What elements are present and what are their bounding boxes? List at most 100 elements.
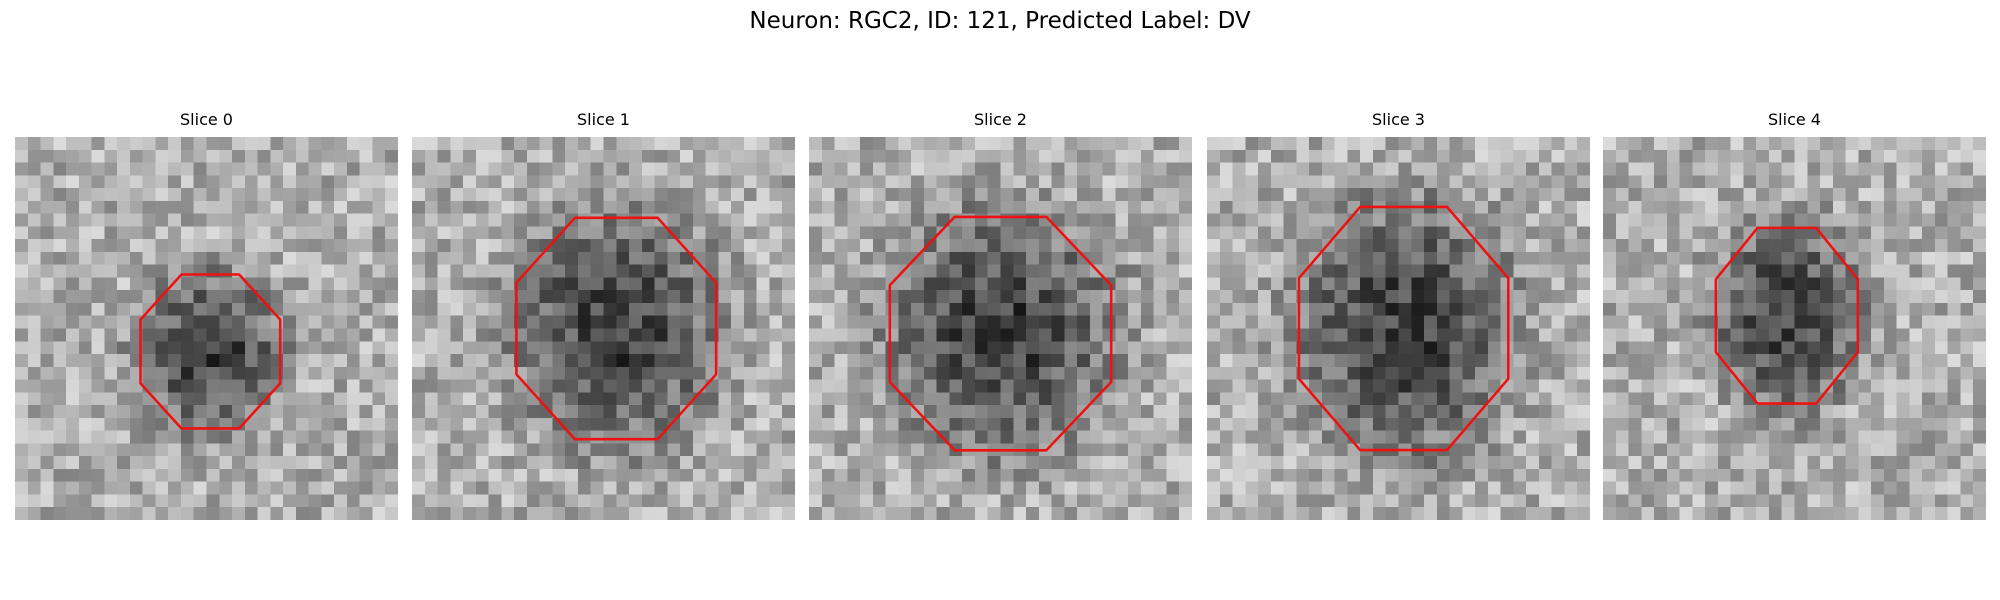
contour (1714, 226, 1860, 405)
pixel (1153, 175, 1167, 189)
pixel (1603, 392, 1616, 406)
pixel (66, 264, 79, 278)
pixel (104, 507, 118, 520)
pixel (412, 290, 425, 303)
pixel (193, 443, 207, 457)
pixel (1207, 251, 1220, 265)
pixel (565, 443, 578, 457)
pixel (53, 328, 67, 342)
pixel (475, 366, 489, 380)
pixel (667, 443, 681, 457)
pixel (308, 175, 322, 189)
pixel (91, 302, 105, 316)
pixel (1500, 226, 1514, 240)
pixel (949, 494, 963, 508)
pixel (1347, 354, 1361, 367)
pixel (590, 328, 604, 342)
pixel (66, 277, 79, 291)
pixel (526, 302, 540, 316)
pixel (1038, 290, 1052, 303)
pixel (501, 405, 515, 418)
pixel (1245, 481, 1259, 495)
pixel (1207, 162, 1220, 176)
pixel (295, 328, 309, 342)
pixel (1654, 302, 1667, 316)
pixel (1615, 251, 1629, 265)
pixel (1538, 366, 1552, 380)
pixel (1347, 468, 1361, 482)
pixel (180, 456, 194, 469)
pixel (244, 328, 258, 342)
pixel (1334, 468, 1348, 482)
pixel (1436, 328, 1450, 342)
pixel (1038, 430, 1052, 444)
pixel (1500, 213, 1514, 227)
pixel (15, 290, 28, 303)
pixel (437, 226, 451, 240)
pixel (129, 251, 143, 265)
pixel (603, 494, 617, 508)
pixel (962, 251, 975, 265)
pixel (1398, 328, 1412, 342)
pixel (372, 354, 386, 367)
pixel (1115, 481, 1129, 495)
pixel (949, 149, 963, 163)
pixel (1781, 443, 1795, 457)
pixel (1603, 251, 1616, 265)
pixel (1077, 239, 1090, 252)
pixel (911, 507, 924, 520)
pixel (680, 137, 693, 150)
pixel (463, 149, 476, 163)
pixel (1475, 494, 1488, 508)
pixel (372, 277, 386, 291)
pixel (782, 226, 795, 240)
pixel (334, 239, 347, 252)
pixel (590, 277, 604, 291)
pixel (257, 443, 271, 457)
pixel (1564, 302, 1578, 316)
pixel (1820, 354, 1833, 367)
pixel (257, 200, 271, 214)
pixel (821, 481, 835, 495)
pixel (27, 405, 41, 418)
pixel (1102, 149, 1116, 163)
pixel (1538, 443, 1552, 457)
pixel (1628, 277, 1642, 291)
pixel (1692, 251, 1706, 265)
pixel (359, 290, 373, 303)
pixel (1717, 481, 1731, 495)
pixel (847, 366, 861, 380)
pixel (1603, 443, 1616, 457)
pixel (743, 213, 757, 227)
pixel (488, 188, 502, 201)
pixel (1347, 328, 1361, 342)
pixel (974, 405, 988, 418)
pixel (180, 175, 194, 189)
pixel (743, 290, 757, 303)
pixel (1641, 251, 1655, 265)
pixel (424, 290, 438, 303)
pixel (1102, 354, 1116, 367)
pixel (860, 251, 873, 265)
pixel (295, 264, 309, 278)
pixel (1960, 213, 1974, 227)
pixel (1768, 341, 1782, 355)
pixel (1730, 405, 1744, 418)
pixel (1577, 392, 1590, 406)
pixel (1296, 175, 1310, 189)
pixel (1526, 468, 1539, 482)
pixel (66, 200, 79, 214)
pixel (834, 302, 848, 316)
pixel (180, 379, 194, 393)
pixel (1115, 200, 1129, 214)
pixel (295, 137, 309, 150)
pixel (1334, 315, 1348, 329)
pixel (1679, 251, 1693, 265)
pixel (1026, 315, 1039, 329)
pixel (219, 328, 233, 342)
pixel (782, 354, 795, 367)
pixel (847, 290, 861, 303)
pixel (1000, 379, 1014, 393)
pixel (1730, 239, 1744, 252)
pixel (66, 417, 79, 431)
